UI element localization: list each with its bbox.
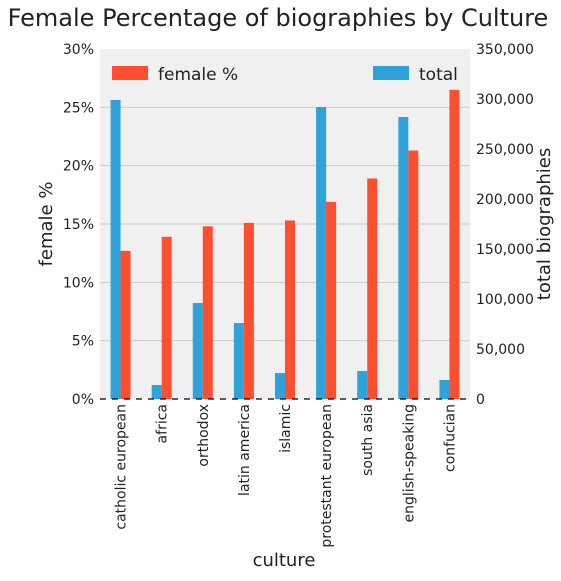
legend-swatch-total (373, 66, 409, 80)
bars (110, 89, 460, 399)
bar-total (275, 373, 285, 399)
bar-total (233, 323, 244, 399)
y-left-tick-label: 20% (63, 159, 94, 175)
right-axis-ticks: 0 50,000 100,000 150,000 200,000 250,000 300,0… (476, 42, 534, 408)
y-right-tick-label: 200,000 (476, 192, 534, 208)
x-axis-label: culture (253, 550, 316, 571)
bar-total (357, 371, 368, 399)
bar-female-pct (243, 222, 254, 399)
bar-total (192, 303, 203, 399)
y-left-tick-label: 15% (63, 217, 94, 233)
x-tick-label: confucian (442, 404, 458, 472)
bar-total (316, 107, 327, 399)
x-axis-ticks: catholic european africa orthodox latin ame… (114, 404, 459, 548)
x-tick-label: catholic european (114, 404, 130, 530)
x-tick-label: africa (155, 404, 171, 443)
x-tick-label: english-speaking (401, 404, 417, 523)
x-tick-label: islamic (278, 404, 294, 453)
y-right-tick-label: 350,000 (476, 42, 534, 58)
legend-swatch-female (112, 66, 148, 80)
x-tick-label: orthodox (196, 404, 212, 467)
y-right-tick-label: 150,000 (476, 242, 534, 258)
legend: female % total (112, 65, 458, 85)
bar-female-pct (120, 250, 131, 399)
bar-female-pct (367, 178, 378, 399)
legend-label-female: female % (158, 65, 238, 85)
bar-female-pct (202, 226, 213, 399)
bar-female-pct (161, 236, 172, 399)
chart-title: Female Percentage of biographies by Cult… (8, 4, 549, 32)
x-tick-label: south asia (360, 404, 376, 476)
y-left-tick-label: 10% (63, 275, 94, 291)
y-left-tick-label: 0% (72, 392, 94, 408)
bar-total (398, 117, 409, 399)
y-left-tick-label: 30% (63, 42, 94, 58)
y-right-tick-label: 300,000 (476, 92, 534, 108)
y-right-tick-label: 100,000 (476, 292, 534, 308)
bar-total (110, 100, 121, 399)
bar-female-pct (326, 201, 337, 399)
y-right-tick-label: 50,000 (476, 342, 525, 358)
y-left-tick-label: 25% (63, 100, 94, 116)
y-right-tick-label: 250,000 (476, 142, 534, 158)
bar-female-pct (408, 150, 419, 399)
y-axis-left-label: female % (36, 182, 57, 267)
x-tick-label: latin america (237, 404, 253, 496)
x-tick-label: protestant european (319, 404, 335, 548)
left-axis-ticks: 0% 5% 10% 15% 20% 25% 30% (63, 42, 94, 408)
bar-total (151, 385, 162, 399)
y-right-tick-label: 0 (476, 392, 485, 408)
bar-female-pct (449, 89, 460, 399)
bar-female-pct (285, 220, 295, 399)
bar-total (439, 380, 450, 399)
y-axis-right-label: total biographies (534, 148, 555, 300)
legend-label-total: total (419, 65, 458, 85)
y-left-tick-label: 5% (72, 334, 94, 350)
